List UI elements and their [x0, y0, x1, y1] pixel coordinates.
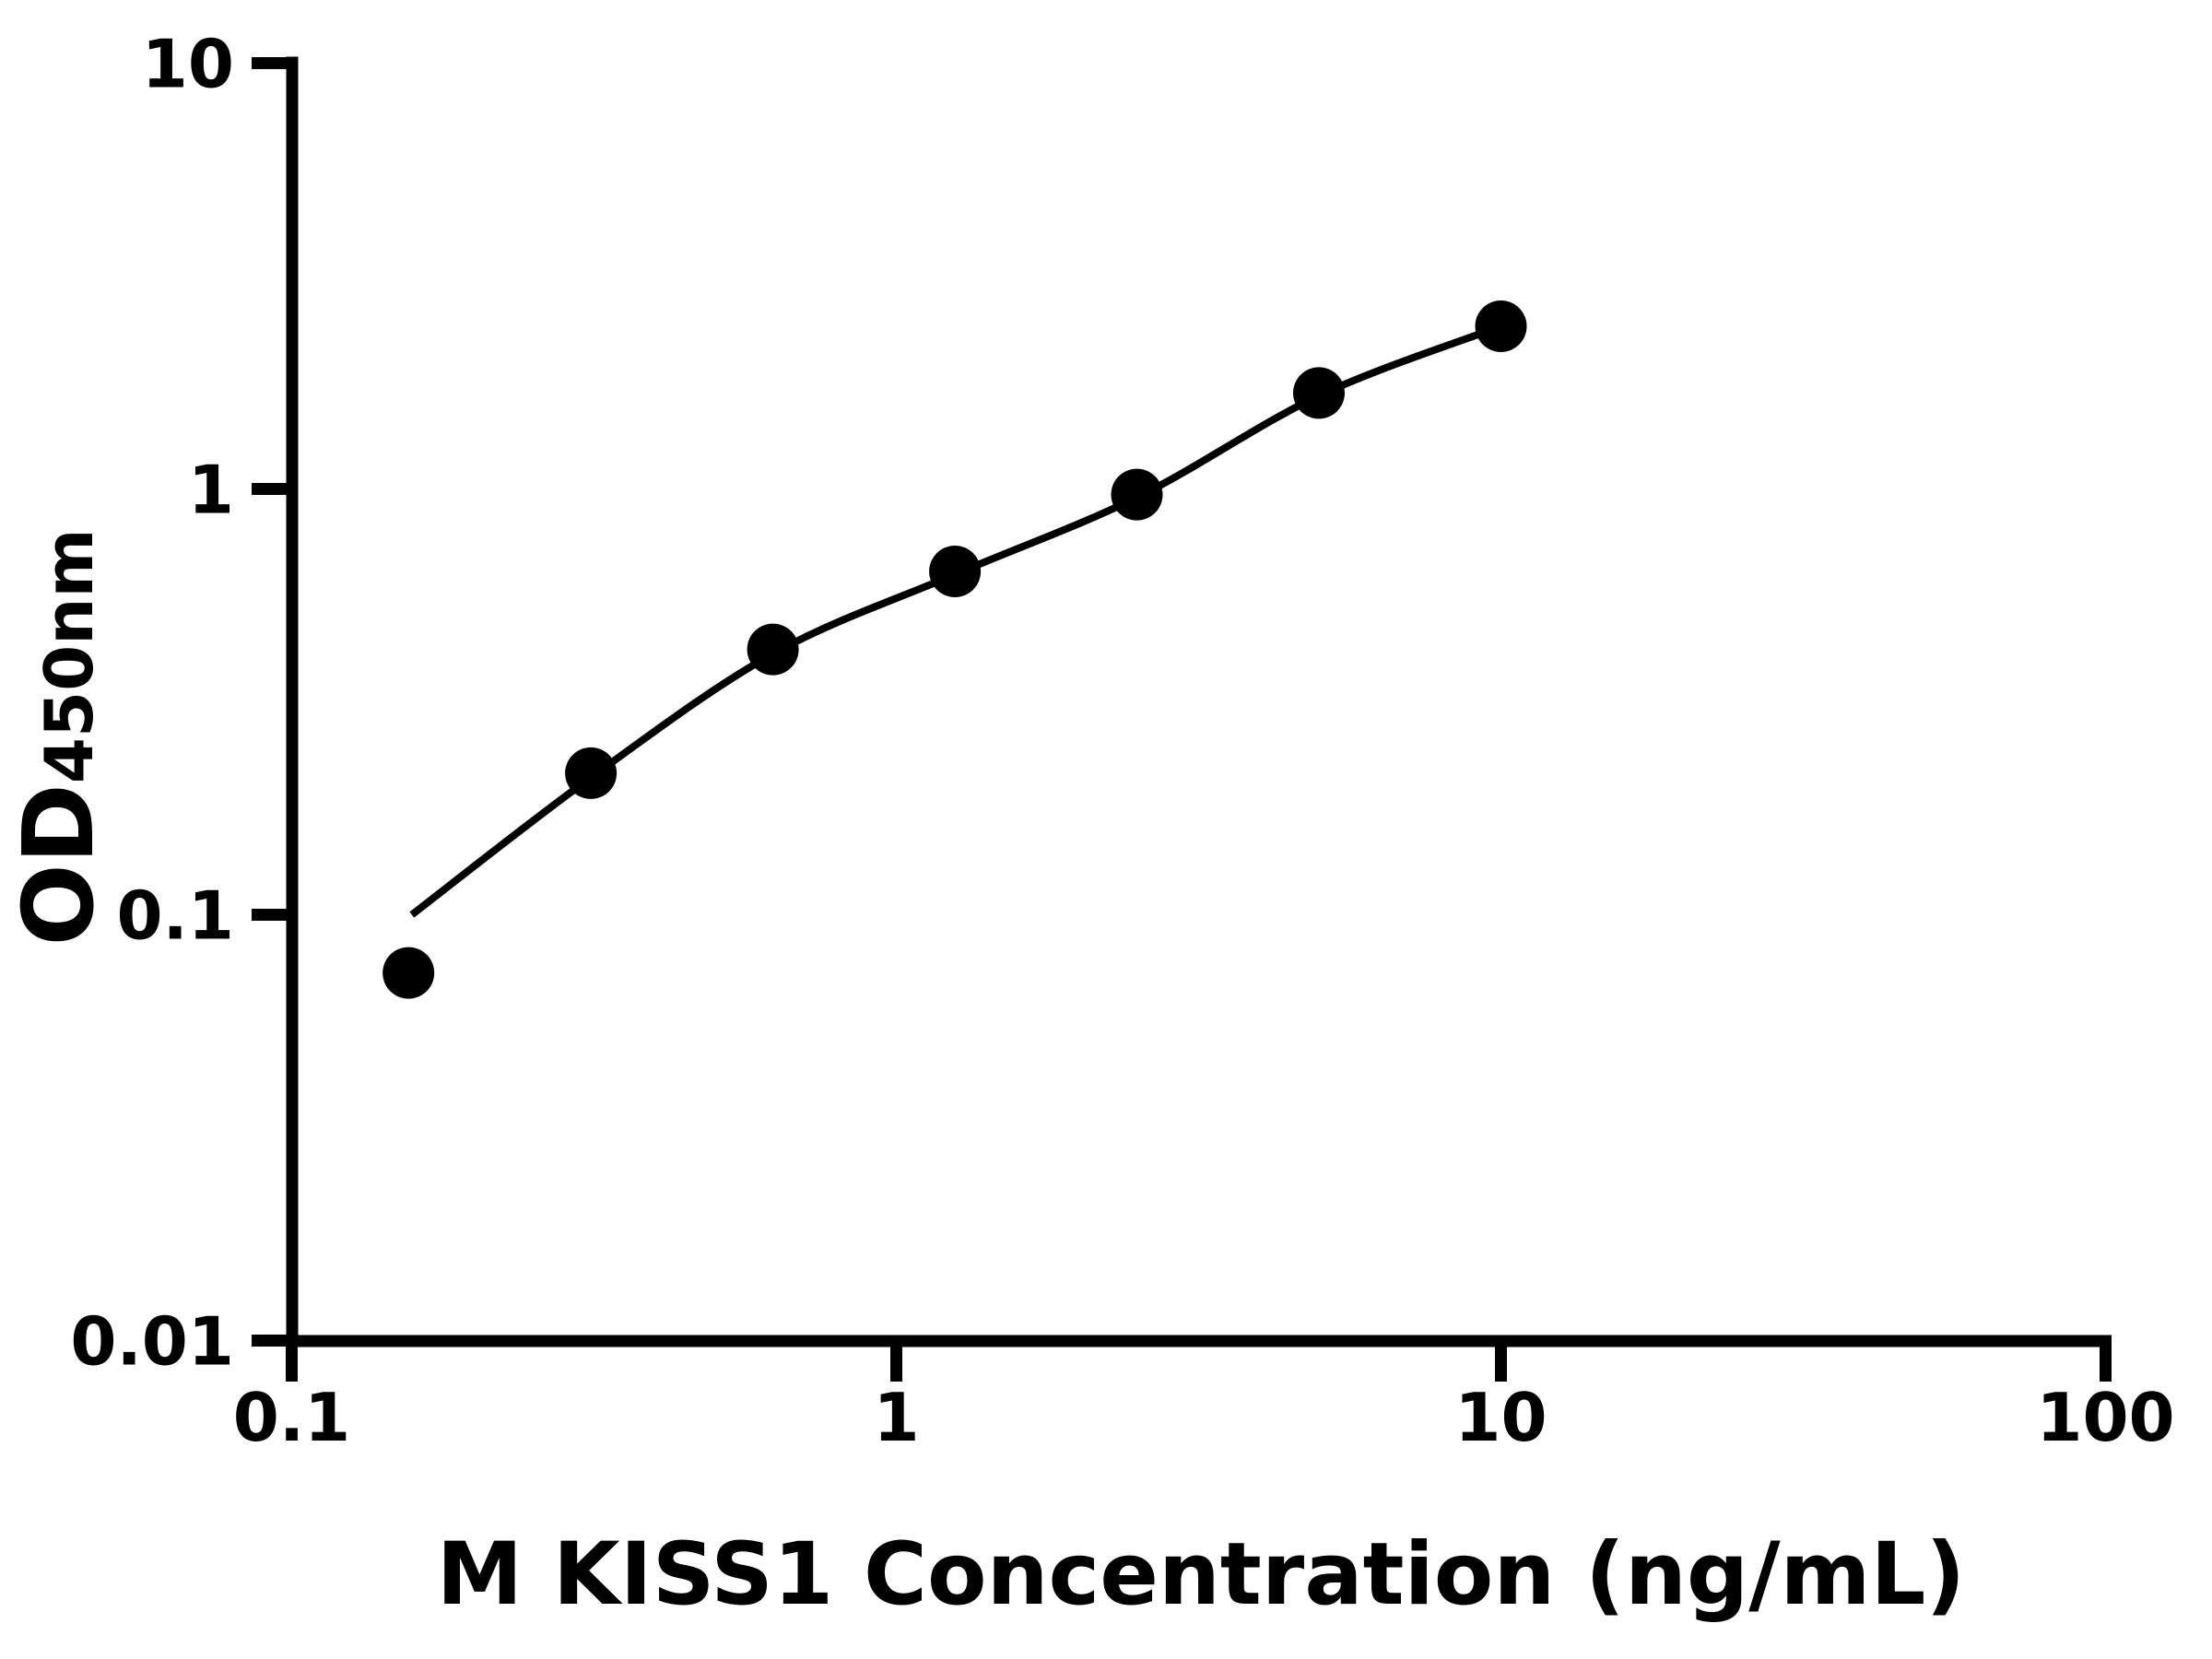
y-axis-title-sub: 450nm — [30, 529, 108, 784]
y-tick-label: 0.1 — [116, 877, 234, 955]
y-axis-title-main: OD — [3, 783, 115, 946]
x-tick-label: 0.1 — [233, 1379, 351, 1456]
x-axis-tick-labels: 0.1 1 10 100 — [233, 1379, 2175, 1456]
y-axis-title: OD450nm — [3, 529, 115, 947]
data-point — [1293, 367, 1345, 419]
data-points — [382, 300, 1527, 999]
x-axis-title: M KISS1 Concentration (ng/mL) — [437, 1524, 1966, 1625]
data-point — [929, 546, 982, 597]
x-axis-ticks — [286, 1341, 2112, 1382]
x-tick-label: 100 — [2036, 1379, 2174, 1456]
fit-curve — [409, 323, 1502, 918]
data-point — [382, 947, 435, 999]
y-axis-tick-labels: 10 1 0.1 0.01 — [70, 26, 234, 1381]
y-axis-ticks — [252, 57, 292, 1347]
data-point — [1475, 300, 1527, 352]
y-tick-label: 10 — [142, 26, 234, 103]
data-point — [747, 623, 799, 676]
x-tick-label: 1 — [873, 1379, 919, 1456]
x-tick-label: 10 — [1454, 1379, 1547, 1456]
y-tick-label: 1 — [188, 452, 234, 529]
y-tick-label: 0.01 — [70, 1303, 234, 1381]
data-point — [1111, 468, 1163, 521]
data-point — [565, 747, 618, 799]
